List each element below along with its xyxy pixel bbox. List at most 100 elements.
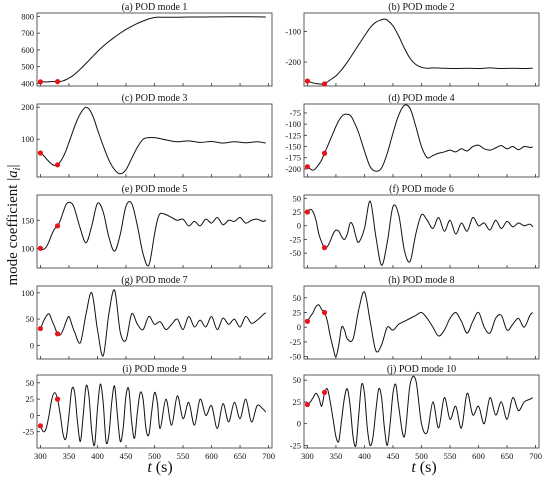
panel-g-marker-1 bbox=[37, 325, 44, 332]
panel-c-frame bbox=[36, 103, 273, 178]
panel-d-ytick-label: -175 bbox=[285, 153, 301, 163]
panel-d-ytick-label: -75 bbox=[290, 108, 301, 118]
panel-a-ytick-label: 700 bbox=[21, 28, 34, 38]
panel-h-ytick-label: -25 bbox=[290, 337, 301, 347]
panel-i-xtick-label: 500 bbox=[148, 451, 161, 461]
panel-i-xtick-label: 350 bbox=[63, 451, 76, 461]
panel-j-marker-2 bbox=[321, 389, 328, 395]
panel-a-series-line bbox=[40, 16, 266, 83]
panel-h-ytick-label: -50 bbox=[290, 352, 301, 362]
panel-c-ytick-label: 200 bbox=[21, 102, 34, 112]
panel-j-xtick-label: 350 bbox=[330, 451, 343, 461]
panel-b-frame bbox=[303, 12, 540, 87]
panel-e-ytick-label: 150 bbox=[21, 215, 34, 225]
panel-g-ytick-label: 0 bbox=[30, 340, 34, 350]
panel-i-xtick-label: 700 bbox=[262, 451, 275, 461]
panel-b-marker-1 bbox=[304, 78, 311, 84]
panel-d-ytick-label: -125 bbox=[285, 130, 301, 140]
panel-j-xtick-label: 400 bbox=[358, 451, 371, 461]
panel-c-ytick-label: 100 bbox=[21, 134, 34, 144]
panel-j-xtick-label: 450 bbox=[387, 451, 400, 461]
panel-e-title: (e) POD mode 5 bbox=[122, 184, 188, 195]
panel-h-marker-2 bbox=[321, 309, 328, 316]
panel-j-series-line bbox=[307, 375, 533, 447]
panel-d: (d) POD mode 4 -75-100-125 -150-175-200 bbox=[285, 93, 540, 178]
panel-f-ytick-label: -25 bbox=[290, 234, 301, 244]
panel-c-marker-2 bbox=[54, 162, 61, 168]
panel-b-marker-2 bbox=[321, 81, 328, 87]
panel-g-title: (g) POD mode 7 bbox=[121, 275, 187, 286]
panel-g-ytick-label: 50 bbox=[26, 314, 35, 324]
panel-j-xtick-label: 500 bbox=[415, 451, 428, 461]
panel-j-ytick-label: 25 bbox=[293, 397, 302, 407]
panel-e-marker-2 bbox=[54, 223, 61, 229]
panel-i-xtick-label: 400 bbox=[91, 451, 104, 461]
panel-j-xtick-label: 700 bbox=[529, 451, 542, 461]
panel-h-ytick-label: 50 bbox=[293, 293, 302, 303]
panel-h-title: (h) POD mode 8 bbox=[388, 275, 454, 286]
panel-g: (g) POD mode 7 100 50 0 bbox=[21, 275, 273, 360]
panel-i-xtick-label: 600 bbox=[205, 451, 218, 461]
panel-d-frame bbox=[303, 103, 540, 178]
panel-f: (f) POD mode 6 50 25 0 -25 -50 bbox=[290, 184, 540, 269]
panel-j-ytick-label: 50 bbox=[293, 375, 302, 385]
panel-j-xtick-label: 600 bbox=[472, 451, 485, 461]
panel-j-ytick-label: 0 bbox=[297, 419, 301, 429]
panel-i-ytick-label: 25 bbox=[26, 394, 35, 404]
panel-d-marker-1 bbox=[304, 164, 311, 170]
panel-f-ytick-label: 0 bbox=[297, 221, 301, 231]
panel-h-ytick-label: 25 bbox=[293, 307, 302, 317]
panel-e-marker-1 bbox=[37, 245, 44, 251]
panel-e-series-line bbox=[40, 201, 266, 267]
panel-i-series-line bbox=[39, 383, 267, 447]
panel-j-title: (j) POD mode 10 bbox=[387, 364, 456, 375]
panel-b-ytick-label: -200 bbox=[285, 57, 301, 67]
panel-j-xtick-label: 550 bbox=[444, 451, 457, 461]
panel-g-series-line bbox=[39, 289, 267, 357]
panel-j-xtick-label: 300 bbox=[301, 451, 314, 461]
panel-a-marker-2 bbox=[54, 79, 61, 85]
panel-c-title: (c) POD mode 3 bbox=[122, 93, 188, 104]
panel-i-xtick-label: 450 bbox=[120, 451, 133, 461]
panel-i-marker-2 bbox=[54, 396, 61, 402]
panel-f-series-line bbox=[307, 200, 534, 266]
panel-a-ytick-label: 500 bbox=[21, 62, 34, 72]
panel-i-title: (i) POD mode 9 bbox=[122, 364, 186, 375]
panel-f-title: (f) POD mode 6 bbox=[389, 184, 454, 195]
panel-a-title: (a) POD mode 1 bbox=[122, 2, 188, 13]
panel-d-marker-2 bbox=[321, 150, 328, 156]
panel-f-marker-2 bbox=[321, 245, 328, 251]
panel-g-marker-2 bbox=[54, 331, 61, 337]
panel-a-marker-1 bbox=[37, 79, 44, 85]
panel-j-ytick-label: -25 bbox=[290, 440, 301, 450]
panel-h: (h) POD mode 8 50 25 0 -25 -50 bbox=[290, 275, 540, 362]
panel-a-ytick-label: 400 bbox=[21, 78, 34, 88]
x-axis-label-left: t (s) bbox=[147, 459, 172, 476]
panel-c-marker-1 bbox=[37, 150, 44, 156]
panel-h-ytick-label: 0 bbox=[297, 322, 301, 332]
panel-e-frame bbox=[36, 194, 273, 269]
panel-f-marker-1 bbox=[304, 209, 311, 215]
panel-i-ytick-label: -25 bbox=[23, 427, 34, 437]
panel-i: (i) POD mode 9 50 25 0 -25 300 350 400 450 500 550… bbox=[23, 364, 275, 461]
x-axis-label-right: t (s) bbox=[411, 459, 436, 476]
panel-d-series-line bbox=[307, 104, 533, 172]
panel-a-ytick-label: 800 bbox=[21, 11, 34, 21]
panel-e: (e) POD mode 5 100 150 bbox=[21, 184, 273, 269]
panel-i-xtick-label: 300 bbox=[34, 451, 47, 461]
y-axis-label: mode coefficient |ai| bbox=[5, 165, 23, 286]
panel-i-xtick-label: 550 bbox=[177, 451, 190, 461]
panel-i-marker-1 bbox=[37, 423, 44, 429]
panel-d-ytick-label: -200 bbox=[285, 164, 301, 174]
panel-a-frame bbox=[36, 12, 273, 87]
panel-i-ytick-label: 0 bbox=[30, 410, 34, 420]
panel-f-ytick-label: 25 bbox=[293, 207, 302, 217]
panel-f-ytick-label: -50 bbox=[290, 248, 301, 258]
panel-e-ytick-label: 100 bbox=[21, 243, 34, 253]
panel-h-marker-1 bbox=[304, 318, 311, 324]
panel-j-marker-1 bbox=[304, 401, 311, 408]
panel-i-xtick-label: 650 bbox=[234, 451, 247, 461]
panel-j-xtick-label: 650 bbox=[501, 451, 514, 461]
